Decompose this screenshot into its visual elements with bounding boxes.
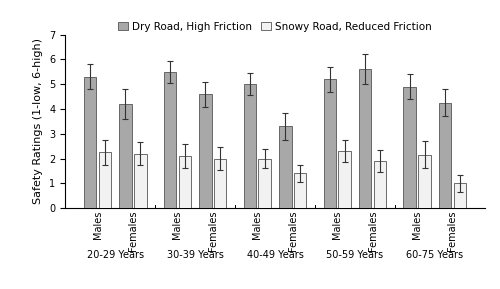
- Text: 20-29 Years: 20-29 Years: [86, 250, 144, 260]
- Bar: [324, 79, 336, 208]
- Bar: [214, 159, 226, 208]
- Bar: [244, 84, 256, 208]
- Text: 50-59 Years: 50-59 Years: [326, 250, 384, 260]
- Text: 40-49 Years: 40-49 Years: [246, 250, 304, 260]
- Bar: [199, 94, 211, 208]
- Bar: [279, 126, 291, 208]
- Bar: [84, 77, 96, 208]
- Bar: [98, 152, 111, 208]
- Bar: [164, 72, 176, 208]
- Legend: Dry Road, High Friction, Snowy Road, Reduced Friction: Dry Road, High Friction, Snowy Road, Red…: [114, 17, 436, 36]
- Bar: [258, 159, 271, 208]
- Bar: [134, 153, 146, 208]
- Bar: [404, 87, 416, 208]
- Bar: [359, 69, 372, 208]
- Bar: [338, 151, 351, 208]
- Bar: [454, 183, 466, 208]
- Text: 60-75 Years: 60-75 Years: [406, 250, 464, 260]
- Bar: [294, 173, 306, 208]
- Y-axis label: Safety Ratings (1-low, 6-high): Safety Ratings (1-low, 6-high): [34, 38, 43, 204]
- Bar: [418, 155, 431, 208]
- Bar: [119, 104, 132, 208]
- Bar: [374, 161, 386, 208]
- Bar: [178, 156, 191, 208]
- Text: 30-39 Years: 30-39 Years: [166, 250, 224, 260]
- Bar: [439, 103, 452, 208]
